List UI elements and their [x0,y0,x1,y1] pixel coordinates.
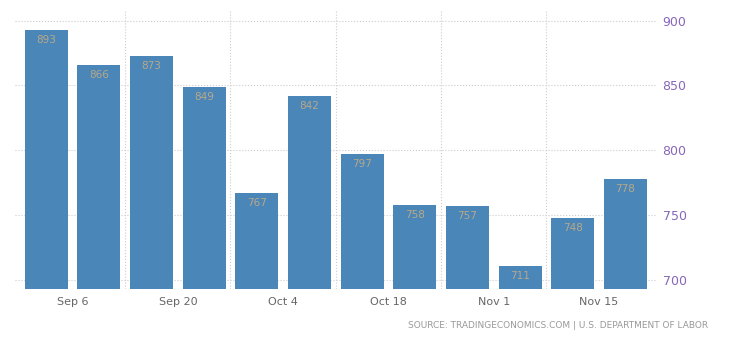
Bar [235,193,278,289]
Text: 711: 711 [510,271,530,281]
Text: 893: 893 [36,35,56,45]
Text: 797: 797 [352,159,372,169]
Bar [604,179,647,289]
Bar [25,30,68,289]
Text: 778: 778 [615,184,635,194]
Bar [551,218,594,289]
Text: 842: 842 [299,101,320,111]
Bar [182,87,226,289]
Bar [446,206,489,289]
Bar [288,96,331,289]
Bar [499,266,542,289]
Text: SOURCE: TRADINGECONOMICS.COM | U.S. DEPARTMENT OF LABOR: SOURCE: TRADINGECONOMICS.COM | U.S. DEPA… [408,321,708,330]
Bar [130,55,173,289]
Text: 758: 758 [405,210,425,220]
Bar [393,205,437,289]
Text: 873: 873 [142,61,161,71]
Text: 757: 757 [458,211,477,221]
Text: 748: 748 [563,223,583,233]
Text: 849: 849 [194,92,214,102]
Bar [77,65,120,289]
Text: 866: 866 [89,70,109,80]
Text: 767: 767 [247,198,266,208]
Bar [340,154,384,289]
